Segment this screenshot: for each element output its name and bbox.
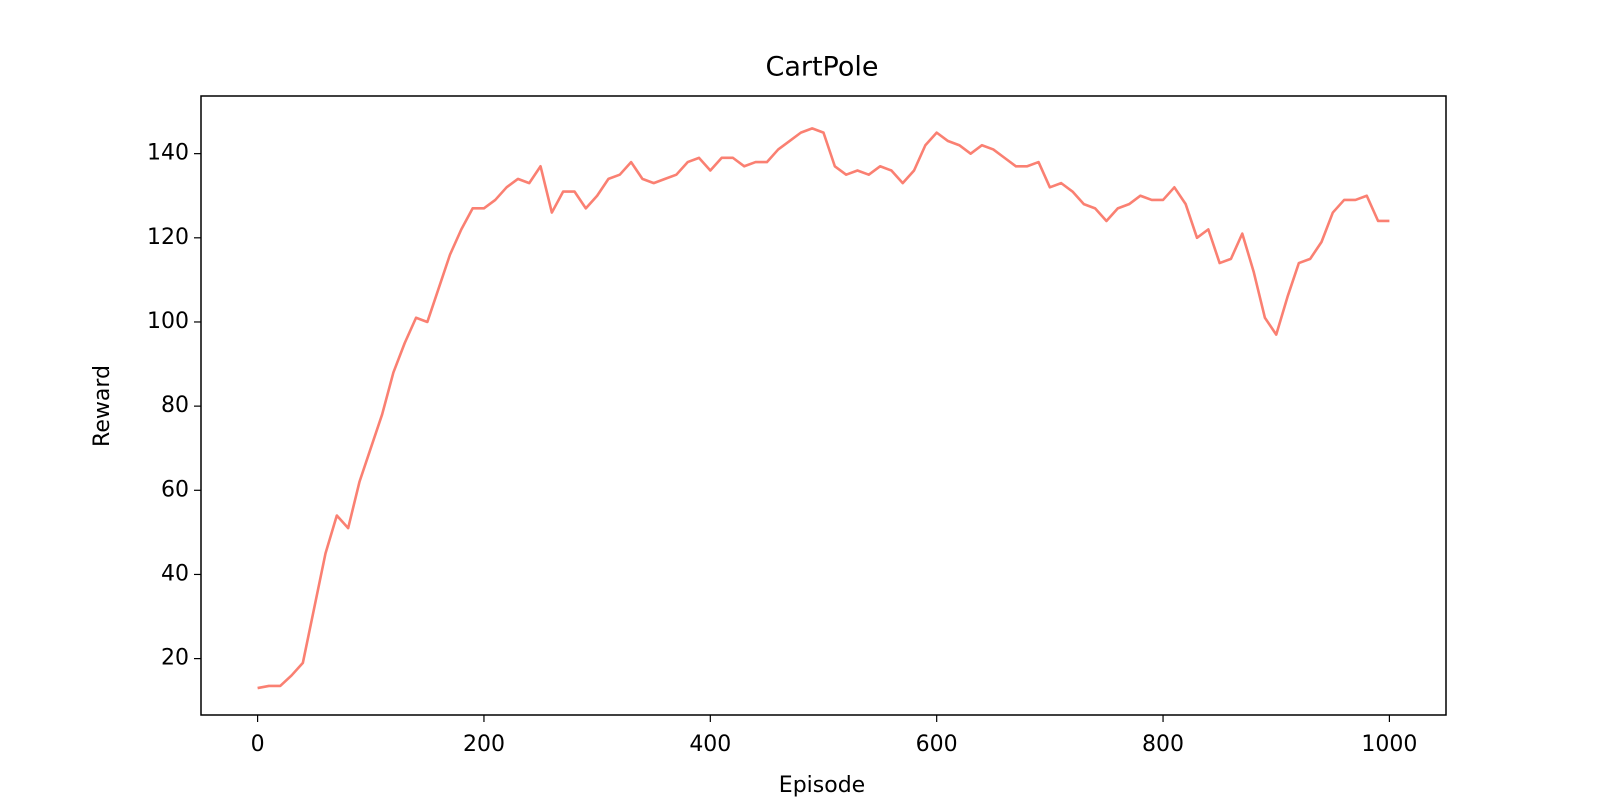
- x-tick-label: 1000: [1361, 732, 1417, 757]
- chart-title: CartPole: [765, 52, 878, 83]
- y-tick-label: 120: [147, 225, 189, 250]
- x-tick-label: 800: [1142, 732, 1184, 757]
- y-tick-label: 100: [147, 309, 189, 334]
- x-tick-label: 600: [916, 732, 958, 757]
- x-tick-label: 200: [463, 732, 505, 757]
- line: [257, 127, 1390, 690]
- x-tick-label: 400: [689, 732, 731, 757]
- y-tick-label: 20: [161, 646, 189, 671]
- x-axis-label: Episode: [779, 773, 865, 798]
- y-axis-label: Reward: [90, 365, 115, 447]
- x-tick-label: 0: [251, 732, 265, 757]
- y-tick-label: 80: [161, 393, 189, 418]
- plot-frame: [200, 95, 1447, 716]
- y-tick-label: 40: [161, 561, 189, 586]
- y-tick-label: 140: [147, 141, 189, 166]
- y-tick-label: 60: [161, 477, 189, 502]
